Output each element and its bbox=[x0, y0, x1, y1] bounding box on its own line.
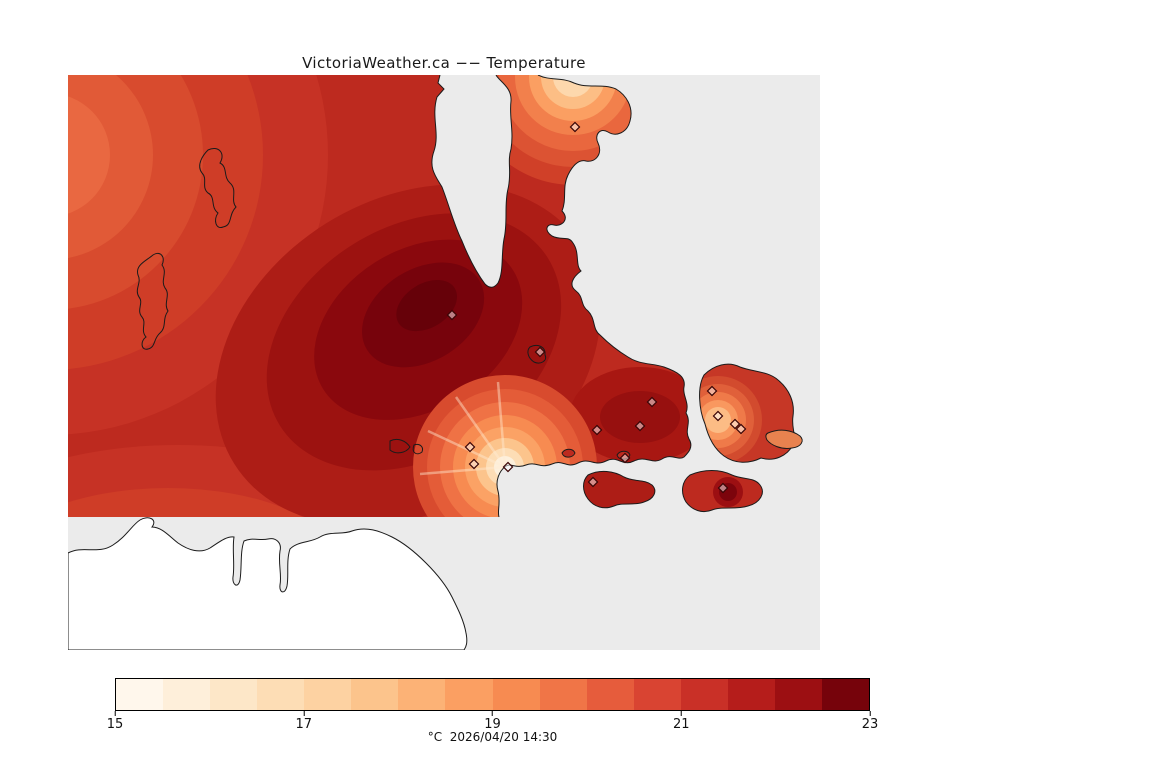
station-marker bbox=[446, 309, 458, 321]
colorbar-segment bbox=[116, 679, 164, 710]
colorbar-timestamp: 2026/04/20 14:30 bbox=[449, 730, 558, 744]
colorbar-segment bbox=[304, 679, 352, 710]
weather-map bbox=[68, 75, 820, 650]
lakes bbox=[136, 148, 547, 455]
colorbar-tick: 23 bbox=[862, 711, 878, 732]
colorbar-tick: 17 bbox=[295, 711, 312, 732]
colorbar-caption: °C 2026/04/20 14:30 bbox=[115, 730, 870, 744]
station-marker bbox=[619, 452, 631, 464]
station-marker bbox=[634, 420, 646, 432]
colorbar-segment bbox=[539, 679, 587, 710]
colorbar-unit: °C bbox=[427, 730, 443, 744]
colorbar: 15 17 19 21 23 bbox=[107, 678, 878, 735]
colorbar-tick: 21 bbox=[673, 711, 690, 732]
colorbar-segment bbox=[163, 679, 211, 710]
colorbar-segment bbox=[492, 679, 540, 710]
station-marker bbox=[735, 423, 747, 435]
station-marker bbox=[587, 476, 599, 488]
station-marker bbox=[502, 461, 514, 473]
colorbar-segment bbox=[680, 679, 728, 710]
station-marker bbox=[729, 418, 741, 430]
colorbar-gradient bbox=[115, 678, 870, 711]
station-marker bbox=[468, 458, 480, 470]
station-marker bbox=[717, 482, 729, 494]
station-marker bbox=[569, 121, 581, 133]
colorbar-ticks: 15 17 19 21 23 bbox=[107, 711, 878, 735]
colorbar-tick: 15 bbox=[107, 711, 123, 732]
station-layer bbox=[446, 121, 747, 494]
colorbar-segment bbox=[633, 679, 681, 710]
station-marker bbox=[712, 410, 724, 422]
station-marker bbox=[591, 424, 603, 436]
colorbar-segment bbox=[351, 679, 399, 710]
colorbar-segment bbox=[586, 679, 634, 710]
station-marker bbox=[706, 385, 718, 397]
colorbar-segment bbox=[445, 679, 493, 710]
colorbar-segment bbox=[398, 679, 446, 710]
outside-domain-land bbox=[68, 517, 468, 650]
colorbar-segment bbox=[774, 679, 822, 710]
main-coastline bbox=[431, 75, 692, 518]
station-marker bbox=[646, 396, 658, 408]
colorbar-segment bbox=[727, 679, 775, 710]
station-marker bbox=[464, 441, 476, 453]
colorbar-tick: 19 bbox=[484, 711, 501, 732]
page-title: VictoriaWeather.ca −− Temperature bbox=[302, 54, 586, 72]
colorbar-segment bbox=[257, 679, 305, 710]
station-marker bbox=[534, 346, 546, 358]
colorbar-segment bbox=[210, 679, 258, 710]
colorbar-segment bbox=[821, 679, 869, 710]
